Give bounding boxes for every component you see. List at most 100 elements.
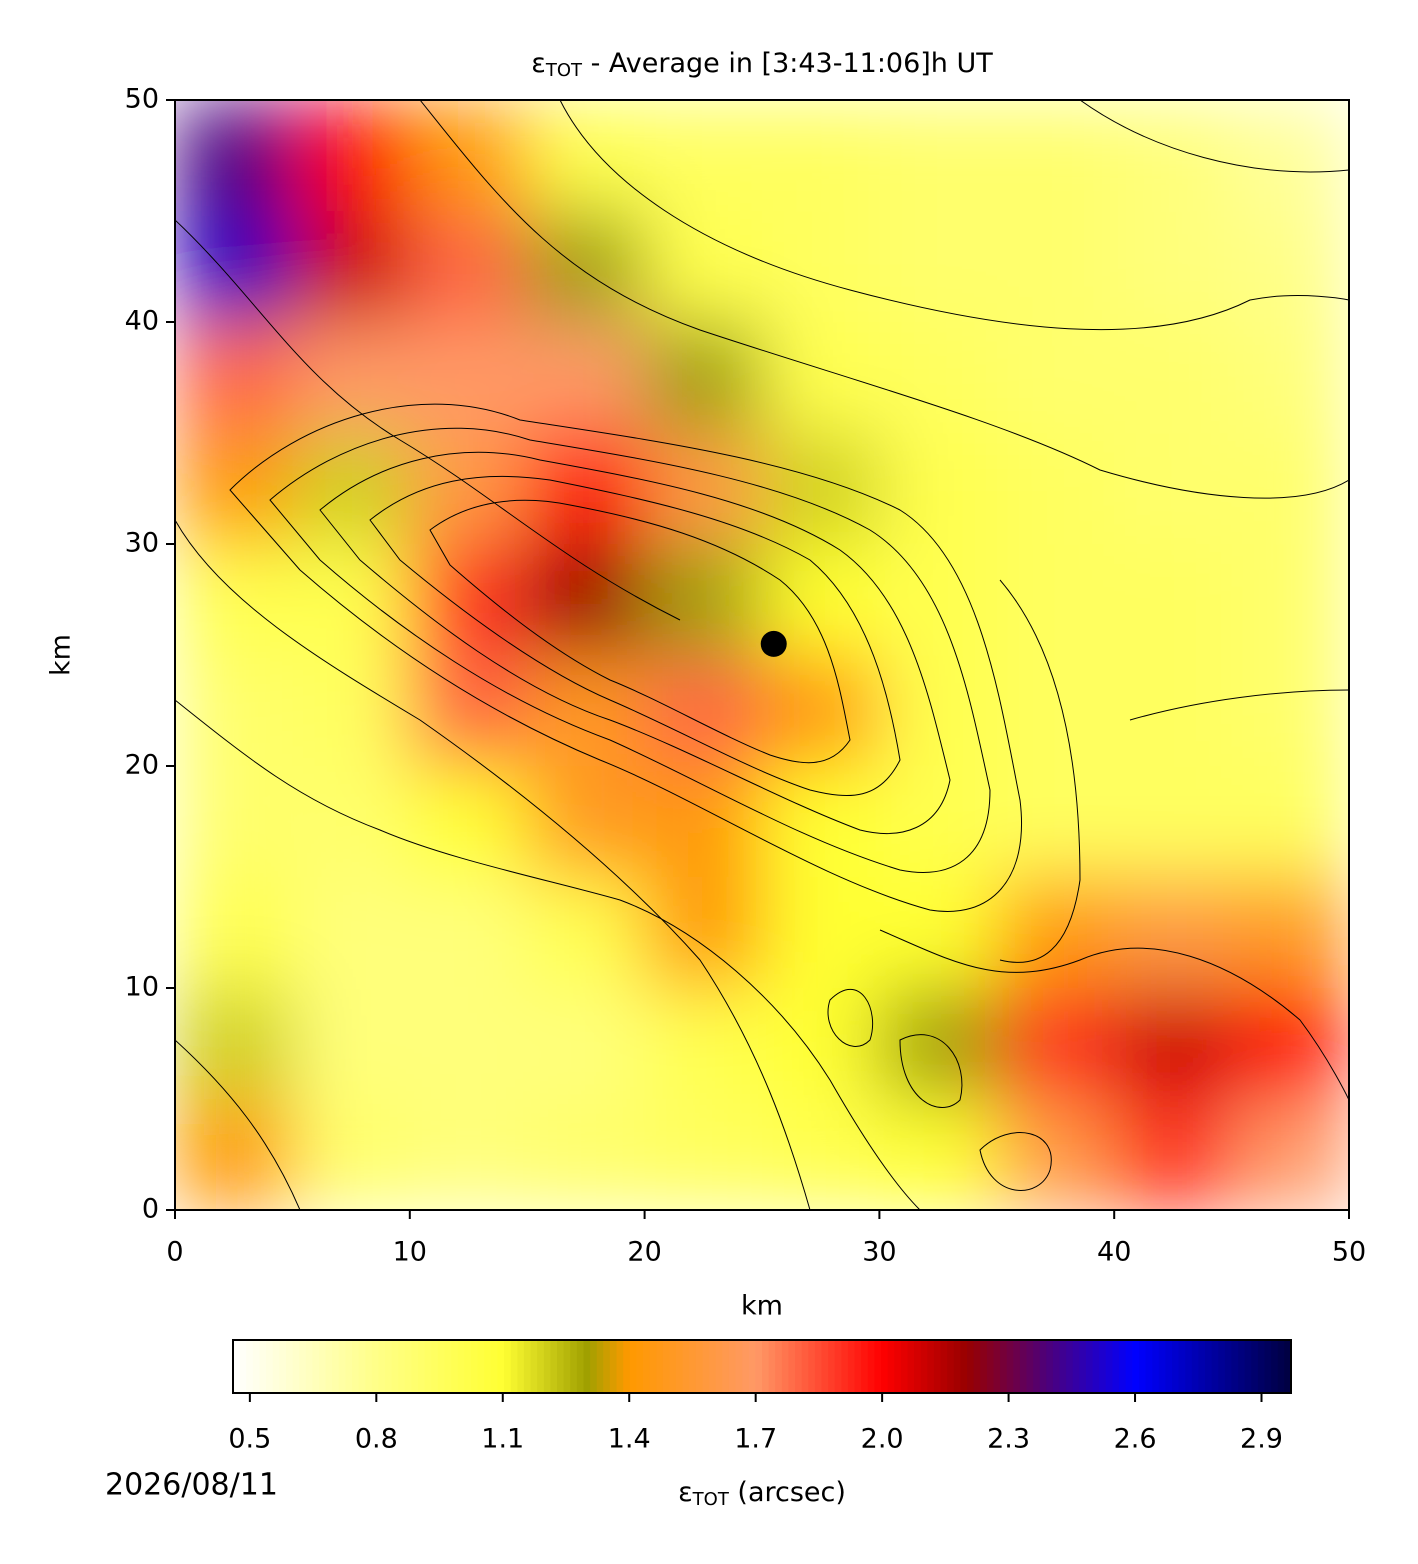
heatmap-cell [644,1099,763,1210]
colorbar-swatch [894,1340,902,1393]
heatmap-cell [175,544,294,656]
colorbar-swatch [1185,1340,1193,1393]
heatmap-cell [1114,988,1233,1100]
colorbar-swatch [649,1340,657,1393]
colorbar-swatch [464,1340,472,1393]
colorbar-tick-label: 1.4 [608,1424,651,1455]
colorbar-swatch [1277,1340,1285,1393]
heatmap-cell [644,211,763,323]
x-tick-label: 20 [627,1237,661,1268]
colorbar-swatch [636,1340,644,1393]
colorbar-swatch [973,1340,981,1393]
terrain-contours [175,100,1349,1210]
colorbar-swatch [1125,1340,1133,1393]
heatmap-cell [175,100,294,212]
colorbar-tick-label: 2.6 [1114,1424,1157,1455]
colorbar-swatch [960,1340,968,1393]
heatmap-cell [527,433,646,545]
colorbar-swatch [299,1340,307,1393]
colorbar-swatch [623,1340,631,1393]
heatmap-cell [1114,100,1233,212]
heatmap-cell [1114,1099,1233,1210]
colorbar-swatch [1066,1340,1074,1393]
colorbar-swatch [953,1340,961,1393]
colorbar-tick-label: 2.9 [1240,1424,1283,1455]
colorbar-swatch [444,1340,452,1393]
heatmap-cell [644,322,763,434]
heatmap-cell [292,877,411,989]
colorbar-swatch [424,1340,432,1393]
heatmap-cell [996,211,1116,323]
colorbar-swatch [1072,1340,1080,1393]
colorbar-swatch [887,1340,895,1393]
heatmap-cell [1231,544,1349,656]
colorbar-swatch [233,1340,241,1393]
colorbar-swatch [1112,1340,1120,1393]
heatmap-cell [1114,655,1233,767]
colorbar-swatch [537,1340,545,1393]
colorbar-swatch [1284,1340,1292,1393]
colorbar-tick-label: 0.8 [355,1424,398,1455]
colorbar-swatch [596,1340,604,1393]
heatmap-cell [996,1099,1116,1210]
colorbar-swatch [702,1340,710,1393]
heatmap-cell [996,877,1116,989]
heatmap-cell [762,322,881,434]
heatmap-cell [409,433,529,545]
heatmap-cell [409,100,529,212]
cbar-label-subscript: TOT [692,1489,730,1510]
heatmap-cell [1114,433,1233,545]
colorbar-swatch [920,1340,928,1393]
heatmap-cell [879,988,998,1100]
colorbar-swatch [881,1340,889,1393]
colorbar-swatch [947,1340,955,1393]
colorbar-swatch [1271,1340,1279,1393]
heatmap-cell [1231,211,1349,323]
cbar-label-text: (arcsec) [729,1477,846,1508]
heatmap-cell [1231,766,1349,878]
heatmap-cell [644,100,763,212]
colorbar-swatch [490,1340,499,1393]
heatmap-cell [292,655,411,767]
colorbar-swatch [279,1340,287,1393]
heatmap [175,100,1349,1210]
heatmap-cell [1231,655,1349,767]
heatmap-cell [644,877,763,989]
colorbar-swatch [927,1340,935,1393]
heatmap-cell [527,877,646,989]
colorbar-tick-label: 2.3 [987,1424,1030,1455]
colorbar-swatch [709,1340,717,1393]
colorbar-swatch [768,1340,776,1393]
colorbar-swatch [358,1340,366,1393]
heatmap-cell [1114,322,1233,434]
heatmap-cell [409,988,529,1100]
colorbar-swatch [603,1340,611,1393]
heatmap-cell [879,766,998,878]
heatmap-cell [879,433,998,545]
colorbar-swatch [841,1340,849,1393]
colorbar-swatch [656,1340,664,1393]
heatmap-cell [879,211,998,323]
colorbar-swatch [557,1340,565,1393]
colorbar-swatch [371,1340,380,1393]
heatmap-cell [879,1099,998,1210]
colorbar-swatch [1099,1340,1107,1393]
heatmap-cell [1231,988,1349,1100]
x-tick-label: 50 [1332,1237,1366,1268]
colorbar-swatch [583,1340,591,1393]
heatmap-cell [644,544,763,656]
colorbar-swatch [563,1340,571,1393]
heatmap-cell [175,211,294,323]
colorbar-swatch [755,1340,763,1393]
heatmap-cell [996,766,1116,878]
colorbar-swatch [398,1340,406,1393]
heatmap-cell [762,211,881,323]
colorbar-swatch [1079,1340,1087,1393]
colorbar-swatch [378,1340,386,1393]
heatmap-cell [762,100,881,212]
colorbar-swatch [1152,1340,1160,1393]
colorbar-swatch [437,1340,446,1393]
colorbar-swatch [1191,1340,1200,1393]
colorbar-swatch [933,1340,942,1393]
colorbar-swatch [722,1340,730,1393]
